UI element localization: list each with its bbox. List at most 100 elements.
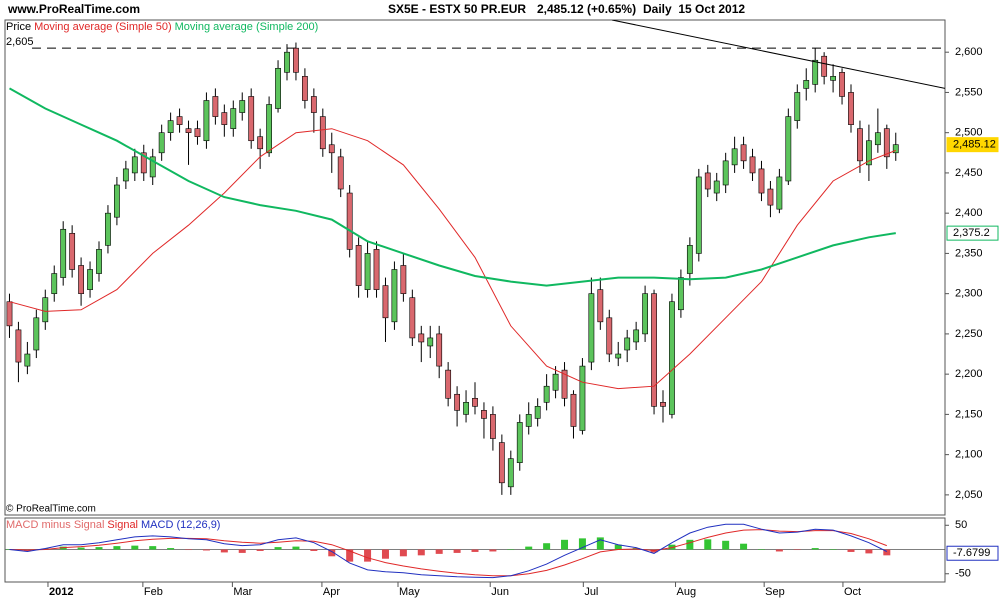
histogram-bar bbox=[757, 549, 765, 550]
x-tick-label: Feb bbox=[144, 586, 163, 598]
histogram-bar bbox=[686, 539, 694, 550]
candle-body bbox=[686, 245, 693, 274]
histogram-bar bbox=[364, 549, 372, 562]
histogram-bar bbox=[847, 549, 855, 552]
candle-body bbox=[221, 112, 228, 125]
candle-body bbox=[284, 51, 290, 73]
candle-body bbox=[212, 96, 219, 117]
candle-body bbox=[131, 156, 138, 174]
site-name: www.ProRealTime.com bbox=[7, 2, 140, 16]
histogram-bar bbox=[865, 549, 873, 554]
candle-body bbox=[355, 245, 362, 286]
x-tick-label: Mar bbox=[233, 586, 252, 598]
legend-entry: Moving average (Simple 50) bbox=[34, 21, 172, 33]
candle-body bbox=[812, 59, 819, 85]
candle-body bbox=[114, 184, 120, 218]
candle-body bbox=[257, 136, 264, 150]
candle-body bbox=[409, 297, 416, 339]
price-panel bbox=[4, 19, 946, 516]
candle-body bbox=[588, 293, 595, 363]
candle-body bbox=[176, 116, 183, 125]
y-tick-label: 2,400 bbox=[955, 207, 983, 219]
candle-body bbox=[328, 144, 335, 154]
histogram-bar bbox=[775, 549, 783, 552]
y-tick-label: 2,450 bbox=[955, 167, 983, 179]
moving-average-line bbox=[9, 128, 896, 390]
candle-body bbox=[15, 329, 22, 363]
histogram-bar bbox=[185, 549, 193, 551]
candle-body bbox=[695, 176, 702, 254]
candle-body bbox=[552, 373, 559, 391]
y-tick-label: 2,100 bbox=[955, 449, 983, 461]
candle-body bbox=[615, 353, 622, 359]
candle-body bbox=[337, 156, 344, 190]
legend-entry: Signal bbox=[107, 519, 138, 531]
candle-body bbox=[767, 188, 774, 206]
candle-body bbox=[122, 168, 129, 182]
candle-body bbox=[579, 365, 586, 431]
candle-body bbox=[24, 353, 31, 367]
legend-entry: MACD (12,26,9) bbox=[141, 519, 220, 531]
histogram-bar bbox=[740, 543, 748, 550]
value-tag-label: -7.6799 bbox=[953, 547, 990, 559]
y-tick-label: 2,250 bbox=[955, 328, 983, 340]
legend-entry: MACD minus Signal bbox=[6, 519, 104, 531]
overlay: 2,050 2,100 2,150 2,200 2,250 2,300 2,350 2,400… bbox=[6, 21, 999, 598]
y-tick-label: 50 bbox=[955, 519, 967, 531]
macd-plot bbox=[5, 523, 945, 579]
last-quote: 2,485.12 (+0.65%) bbox=[537, 2, 636, 16]
candle-body bbox=[445, 369, 452, 399]
legend-entry: Moving average (Simple 200) bbox=[175, 21, 319, 33]
y-tick-label: 2,500 bbox=[955, 127, 983, 139]
histogram-bar bbox=[561, 539, 569, 550]
candle-body bbox=[33, 317, 40, 351]
histogram-bar bbox=[149, 546, 157, 550]
histogram-bar bbox=[417, 549, 425, 556]
candle-body bbox=[140, 152, 147, 174]
candle-body bbox=[642, 293, 648, 335]
candle-body bbox=[427, 337, 434, 347]
candle-body bbox=[319, 116, 326, 150]
histogram-bar bbox=[489, 549, 497, 552]
candle-body bbox=[606, 317, 613, 355]
candle-body bbox=[839, 72, 845, 97]
histogram-bar bbox=[722, 540, 730, 550]
candle-body bbox=[105, 212, 111, 246]
candle-body bbox=[785, 116, 792, 182]
histogram-bar bbox=[453, 549, 461, 553]
candle-body bbox=[704, 172, 711, 190]
moving-average-line bbox=[9, 87, 896, 287]
candle-body bbox=[570, 393, 577, 427]
candle-body bbox=[731, 148, 738, 166]
candle-body bbox=[498, 442, 505, 484]
candle-body bbox=[490, 414, 496, 439]
value-tag-label: 2,485.12 bbox=[953, 139, 996, 151]
histogram-bar bbox=[220, 549, 228, 553]
histogram-bar bbox=[811, 548, 819, 550]
candle-body bbox=[481, 410, 487, 419]
histogram-bar bbox=[704, 539, 712, 550]
histogram-bar bbox=[543, 543, 551, 550]
candle-body bbox=[874, 132, 881, 146]
histogram-bar bbox=[274, 547, 282, 550]
histogram-bar bbox=[883, 549, 891, 556]
candle-body bbox=[472, 397, 478, 407]
histogram-bar bbox=[435, 549, 443, 554]
candle-body bbox=[373, 249, 380, 290]
histogram-bar bbox=[381, 549, 389, 559]
candle-body bbox=[803, 80, 810, 89]
candle-body bbox=[6, 301, 13, 327]
candle-body bbox=[525, 414, 532, 427]
histogram-bar bbox=[256, 549, 264, 551]
candle-body bbox=[740, 144, 747, 162]
legend-title: Price bbox=[6, 21, 31, 33]
candle-body bbox=[418, 333, 425, 343]
candle-body bbox=[158, 132, 165, 154]
candle-body bbox=[507, 458, 514, 488]
histogram-bar bbox=[578, 538, 586, 550]
trendline bbox=[611, 20, 945, 89]
histogram-bar bbox=[346, 549, 354, 562]
y-tick-label: 2,300 bbox=[955, 288, 983, 300]
candle-body bbox=[597, 289, 604, 323]
candle-body bbox=[857, 128, 863, 162]
